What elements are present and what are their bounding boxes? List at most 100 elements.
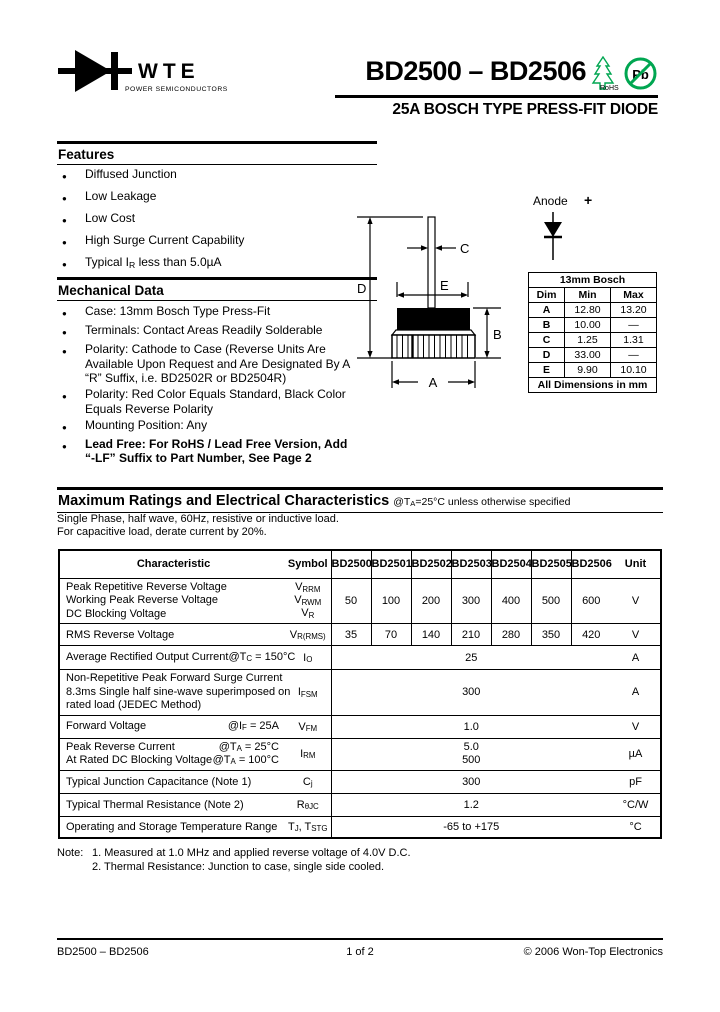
symbol-cell: IFSM bbox=[285, 669, 332, 715]
row-forward-voltage: Forward Voltage @IF = 25A VFM 1.0 V bbox=[59, 715, 661, 738]
col-part: BD2503 bbox=[450, 550, 492, 578]
unit-cell: V bbox=[631, 720, 640, 733]
value-cell: 500 bbox=[530, 578, 571, 624]
value-cell: 600 bbox=[570, 578, 611, 624]
value-cell: 350 bbox=[530, 623, 571, 646]
feature-item: ● Diffused Junction bbox=[57, 167, 379, 185]
col-part: BD2501 bbox=[370, 550, 412, 578]
ratings-title: Maximum Ratings and Electrical Character… bbox=[58, 493, 390, 509]
unit-cell: pF bbox=[629, 775, 642, 788]
dims-footer-row: All Dimensions in mm bbox=[528, 377, 657, 393]
bullet-icon: ● bbox=[62, 309, 67, 318]
anode-label: Anode bbox=[533, 194, 568, 208]
value-cell: 1.0 bbox=[463, 720, 479, 733]
bullet-icon: ● bbox=[62, 172, 67, 181]
value-cell: 420 bbox=[570, 623, 611, 646]
unit-cell: V bbox=[631, 594, 640, 607]
col-symbol: Symbol bbox=[285, 550, 332, 578]
value-cell: 1.2 bbox=[463, 798, 479, 811]
notes: Note: 1. Measured at 1.0 MHz and applied… bbox=[57, 846, 411, 874]
unit-cell: °C/W bbox=[622, 798, 649, 811]
dims-col-dim: Dim bbox=[528, 287, 565, 303]
symbol-cell: VFM bbox=[285, 715, 332, 738]
mech-item: ● Polarity: Red Color Equals Standard, Bl… bbox=[57, 387, 379, 416]
row-surge-current: Non-Repetitive Peak Forward Surge Curren… bbox=[59, 669, 661, 715]
feature-item: ● High Surge Current Capability bbox=[57, 233, 379, 251]
dims-row-c: C 1.25 1.31 bbox=[528, 332, 657, 348]
characteristic-cell: RMS Reverse Voltage bbox=[66, 628, 175, 641]
doc-subtitle: 25A BOSCH TYPE PRESS-FIT DIODE bbox=[392, 101, 658, 118]
value-cell: 70 bbox=[370, 623, 411, 646]
dim-label-d: D bbox=[357, 281, 366, 296]
bullet-icon: ● bbox=[62, 194, 67, 203]
col-part: BD2506 bbox=[570, 550, 612, 578]
col-part: BD2504 bbox=[490, 550, 532, 578]
header-logo: WTE POWER SEMICONDUCTORS bbox=[58, 45, 273, 105]
ratings-note: @TA=25°C unless otherwise specified bbox=[393, 496, 571, 509]
notes-label: Note: bbox=[57, 847, 84, 859]
row-temp-range: Operating and Storage Temperature Range … bbox=[59, 816, 661, 838]
bullet-icon: ● bbox=[62, 422, 67, 432]
title-rule bbox=[335, 95, 658, 98]
row-junction-capacitance: Typical Junction Capacitance (Note 1) Cj… bbox=[59, 770, 661, 793]
dims-row-d: D 33.00— bbox=[528, 347, 657, 363]
unit-cell: A bbox=[631, 651, 640, 664]
note-item: 2. Thermal Resistance: Junction to case,… bbox=[92, 861, 385, 873]
dims-table: 13mm Bosch Dim Min Max A 12.80 13.20 B 10.0… bbox=[528, 272, 657, 393]
row-reverse-current: Peak Reverse Current @TA = 25°C At Rated … bbox=[59, 738, 661, 770]
ratings-desc-2: For capacitive load, derate current by 2… bbox=[57, 526, 267, 538]
value-cell: 210 bbox=[450, 623, 491, 646]
row-avg-current: Average Rectified Output Current @TC = 15… bbox=[59, 645, 661, 670]
ratings-section-header: Maximum Ratings and Electrical Character… bbox=[57, 487, 663, 513]
value-cell: 300 bbox=[462, 686, 481, 699]
value-cell: 100 bbox=[370, 578, 411, 624]
value-cell: 5.0 500 bbox=[462, 741, 481, 766]
unit-cell: °C bbox=[629, 820, 642, 833]
mechanical-section-title: Mechanical Data bbox=[57, 277, 377, 301]
value-cell: 300 bbox=[462, 775, 481, 788]
feature-item: ● Low Cost bbox=[57, 211, 379, 229]
dims-header-row: Dim Min Max bbox=[528, 287, 657, 303]
col-characteristic: Characteristic bbox=[136, 558, 211, 571]
row-thermal-resistance: Typical Thermal Resistance (Note 2) RθJC… bbox=[59, 793, 661, 816]
value-cell: 140 bbox=[410, 623, 451, 646]
value-cell: -65 to +175 bbox=[443, 820, 500, 833]
dims-title: 13mm Bosch bbox=[528, 272, 657, 288]
unit-cell: µA bbox=[628, 748, 643, 760]
dims-col-min: Min bbox=[564, 287, 611, 303]
mech-item: ● Mounting Position: Any bbox=[57, 418, 379, 436]
anode-symbol: Anode + bbox=[531, 192, 616, 275]
symbol-cell: VR(RMS) bbox=[285, 623, 332, 646]
mechanical-list: ● Case: 13mm Bosch Type Press-Fit ● Termin… bbox=[57, 304, 379, 467]
mech-item: ● Terminals: Contact Areas Readily Solder… bbox=[57, 323, 379, 341]
symbol-cell: IO bbox=[285, 645, 332, 670]
characteristic-cell: Non-Repetitive Peak Forward Surge Curren… bbox=[66, 672, 291, 711]
col-part: BD2502 bbox=[410, 550, 452, 578]
package-drawing: C D E B A bbox=[352, 196, 517, 406]
condition: @TA = 100°C bbox=[212, 754, 279, 767]
features-list: ● Diffused Junction ● Low Leakage ● Low Cos… bbox=[57, 167, 379, 277]
dim-label-b: B bbox=[493, 327, 502, 342]
symbol-cell: TJ, TSTG bbox=[285, 816, 332, 838]
rohs-label: RoHS bbox=[600, 85, 619, 92]
characteristic-cell: Typical Junction Capacitance (Note 1) bbox=[66, 775, 252, 788]
value-cell: 200 bbox=[410, 578, 451, 624]
bullet-icon: ● bbox=[62, 238, 67, 247]
unit-cell: V bbox=[631, 628, 640, 641]
feature-item: ● Typical IR less than 5.0µA bbox=[57, 255, 379, 273]
symbol-cell: RθJC bbox=[285, 793, 332, 816]
symbol-cell: Cj bbox=[285, 770, 332, 793]
characteristic-cell: Peak Repetitive Reverse Voltage Working … bbox=[66, 580, 227, 620]
characteristic-cell: Operating and Storage Temperature Range bbox=[66, 820, 278, 833]
bullet-icon: ● bbox=[62, 216, 67, 225]
symbol-cell: VRRM VRWM VR bbox=[285, 578, 332, 624]
dim-label-a: A bbox=[429, 375, 438, 390]
col-part: BD2500 bbox=[330, 550, 372, 578]
condition: @IF = 25A bbox=[227, 719, 279, 733]
mech-item: ● Case: 13mm Bosch Type Press-Fit bbox=[57, 304, 379, 322]
condition: @TC = 150°C bbox=[228, 650, 296, 664]
characteristic-cell: Average Rectified Output Current @TC = 15… bbox=[66, 650, 296, 664]
dims-col-max: Max bbox=[610, 287, 657, 303]
characteristic-cell: Forward Voltage @IF = 25A bbox=[66, 719, 279, 733]
